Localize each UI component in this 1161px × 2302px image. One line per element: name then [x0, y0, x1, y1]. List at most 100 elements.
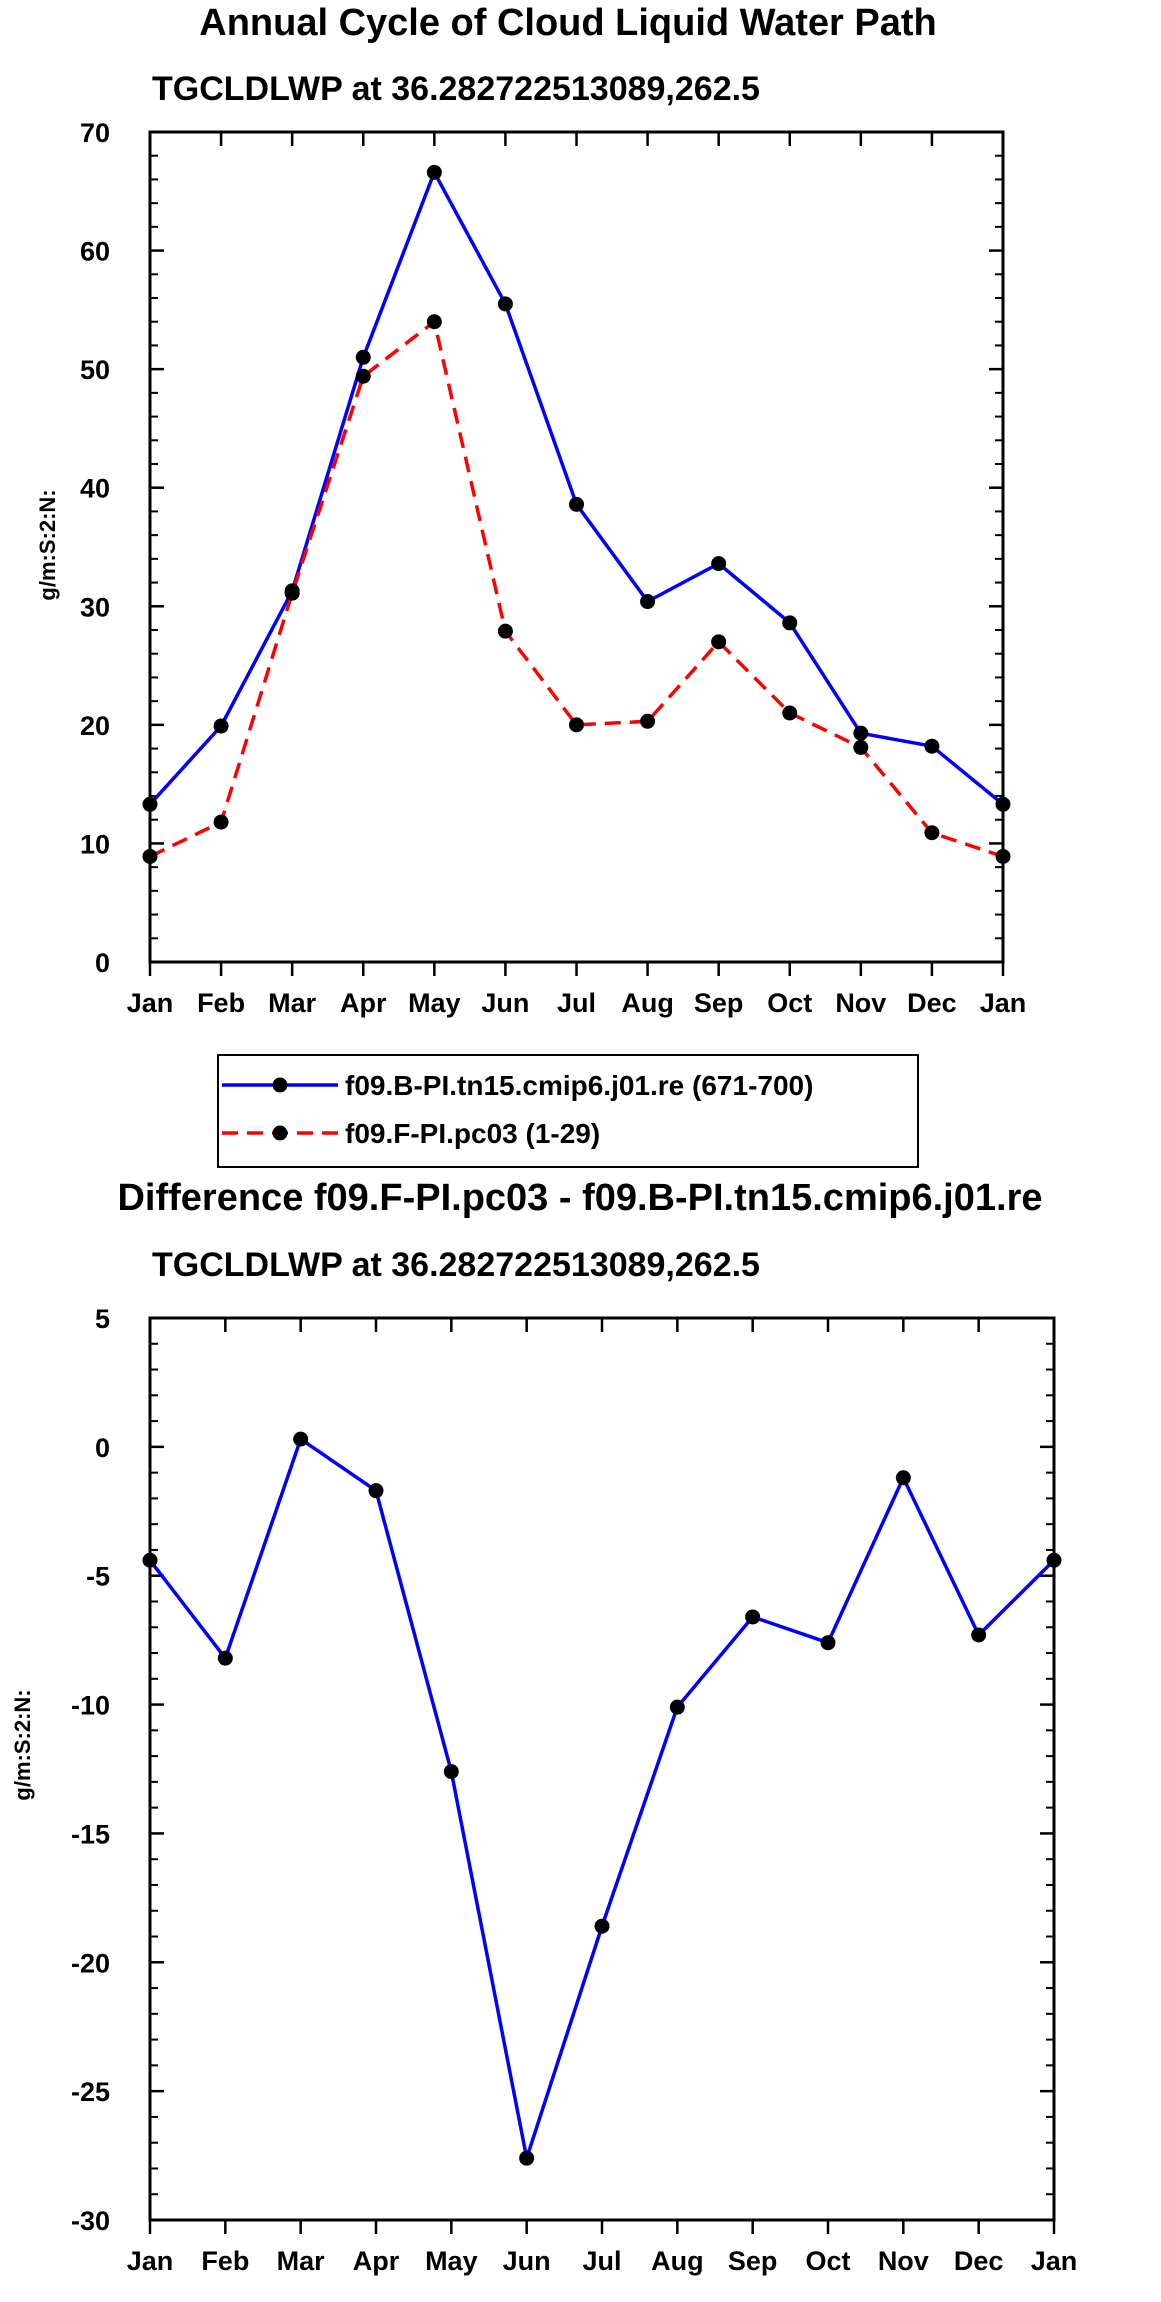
x-tick-label-jun: Jun [481, 988, 529, 1018]
y-tick-label: 40 [80, 474, 110, 504]
data-point-f09-b-pi-tn15-cmip6-j01-re-671-700-8 [711, 556, 727, 572]
y-tick-label: 70 [80, 118, 110, 148]
plot-series [142, 164, 1011, 864]
legend-swatch-marker-2 [272, 1125, 288, 1141]
data-point-f09-f-pi-pc03-1-29-7 [640, 713, 656, 729]
data-point-f09-f-pi-pc03-1-29-1 [213, 814, 229, 830]
data-point-difference-10 [895, 1470, 911, 1486]
data-point-f09-f-pi-pc03-1-29-9 [782, 705, 798, 721]
x-tick-label-nov: Nov [878, 2246, 929, 2276]
x-tick-label-may: May [408, 988, 461, 1018]
x-tick-label-jan: Jan [1031, 2246, 1078, 2276]
y-axis-label: g/m:S:2:N: [35, 489, 60, 600]
plot-frame [148, 1316, 1056, 2222]
x-tick-label-dec: Dec [907, 988, 957, 1018]
x-tick-labels: Jan Feb Mar Apr May Jun Jul Aug Sep Oct Nov Dec Jan [127, 2246, 1078, 2276]
data-point-difference-1 [217, 1650, 233, 1666]
x-tick-labels: Jan Feb Mar Apr May Jun Jul Aug Sep Oct Nov Dec Jan [127, 988, 1027, 1018]
data-point-difference-2 [293, 1431, 309, 1447]
data-point-difference-7 [669, 1699, 685, 1715]
x-tick-label-oct: Oct [805, 2246, 850, 2276]
series-line-difference [148, 1437, 1056, 2160]
data-point-f09-f-pi-pc03-1-29-10 [853, 739, 869, 755]
series-line-f09-b-pi-tn15-cmip6-j01-re-671-700 [148, 170, 1005, 806]
data-point-f09-b-pi-tn15-cmip6-j01-re-671-700-1 [213, 718, 229, 734]
y-tick-label: -15 [71, 1819, 110, 1849]
x-tick-label-jan: Jan [980, 988, 1027, 1018]
chart-title: Annual Cycle of Cloud Liquid Water Path [199, 2, 937, 44]
x-tick-label-mar: Mar [277, 2246, 326, 2276]
y-tick-label: 50 [80, 355, 110, 385]
data-point-difference-4 [443, 1764, 459, 1780]
data-point-f09-b-pi-tn15-cmip6-j01-re-671-700-7 [640, 594, 656, 610]
axis-ticks [148, 1316, 1056, 2234]
y-tick-label: -10 [71, 1691, 110, 1721]
data-point-f09-b-pi-tn15-cmip6-j01-re-671-700-6 [569, 496, 584, 512]
legend-box [217, 1054, 919, 1168]
data-point-f09-b-pi-tn15-cmip6-j01-re-671-700-5 [497, 296, 513, 312]
data-point-f09-f-pi-pc03-1-29-2 [284, 585, 300, 601]
chart-panel-annual-cycle: Annual Cycle of Cloud Liquid Water Path … [35, 2, 1027, 1168]
y-tick-label: 10 [80, 829, 110, 859]
x-tick-label-jul: Jul [557, 988, 596, 1018]
x-tick-label-sep: Sep [694, 988, 744, 1018]
chart-panel-difference: Difference f09.F-PI.pc03 - f09.B-PI.tn15… [10, 1177, 1077, 2276]
x-tick-label-apr: Apr [340, 988, 387, 1018]
y-tick-labels: -30 -25 -20 -15 -10 -5 0 5 [71, 1304, 110, 2236]
x-tick-label-oct: Oct [767, 988, 812, 1018]
data-point-difference-3 [368, 1483, 384, 1499]
data-point-f09-b-pi-tn15-cmip6-j01-re-671-700-10 [853, 725, 869, 741]
x-tick-label-jan: Jan [127, 2246, 174, 2276]
x-tick-label-aug: Aug [621, 988, 673, 1018]
data-point-f09-f-pi-pc03-1-29-4 [426, 314, 442, 330]
data-point-f09-f-pi-pc03-1-29-3 [355, 368, 371, 384]
x-tick-label-mar: Mar [268, 988, 317, 1018]
y-tick-label: -30 [71, 2206, 110, 2236]
y-tick-label: -20 [71, 1948, 110, 1978]
data-point-f09-f-pi-pc03-1-29-8 [711, 634, 727, 650]
data-point-difference-9 [820, 1635, 836, 1651]
x-tick-label-aug: Aug [651, 2246, 703, 2276]
plot-series [142, 1431, 1062, 2166]
chart-subtitle: TGCLDLWP at 36.282722513089,262.5 [152, 70, 760, 108]
y-tick-label: 0 [95, 1433, 110, 1463]
y-tick-label: -5 [86, 1562, 110, 1592]
data-point-f09-b-pi-tn15-cmip6-j01-re-671-700-4 [426, 164, 442, 180]
y-tick-labels: 0 10 20 30 40 50 60 70 [80, 118, 110, 978]
x-tick-label-feb: Feb [197, 988, 245, 1018]
x-tick-label-feb: Feb [201, 2246, 249, 2276]
x-tick-label-may: May [425, 2246, 478, 2276]
data-point-difference-6 [594, 1918, 610, 1934]
x-tick-label-apr: Apr [353, 2246, 400, 2276]
legend-label-1: f09.B-PI.tn15.cmip6.j01.re (671-700) [345, 1070, 813, 1101]
y-tick-label: 20 [80, 711, 110, 741]
chart-title: Difference f09.F-PI.pc03 - f09.B-PI.tn15… [117, 1177, 1042, 1219]
y-tick-label: -25 [71, 2077, 110, 2107]
y-tick-label: 0 [95, 948, 110, 978]
legend: f09.B-PI.tn15.cmip6.j01.re (671-700) f09… [217, 1054, 919, 1168]
data-point-difference-5 [519, 2150, 535, 2166]
y-tick-label: 60 [80, 237, 110, 267]
chart-subtitle: TGCLDLWP at 36.282722513089,262.5 [152, 1246, 760, 1284]
x-tick-label-jun: Jun [503, 2246, 551, 2276]
x-tick-label-dec: Dec [954, 2246, 1004, 2276]
data-point-difference-11 [971, 1627, 987, 1643]
x-tick-label-jul: Jul [582, 2246, 621, 2276]
data-point-f09-b-pi-tn15-cmip6-j01-re-671-700-3 [355, 349, 371, 365]
x-tick-label-nov: Nov [835, 988, 886, 1018]
data-point-difference-8 [745, 1609, 761, 1625]
data-point-f09-f-pi-pc03-1-29-11 [924, 825, 940, 841]
y-tick-label: 30 [80, 592, 110, 622]
y-axis-label: g/m:S:2:N: [10, 1689, 35, 1800]
y-tick-label: 5 [95, 1304, 110, 1334]
data-point-f09-f-pi-pc03-1-29-5 [497, 623, 513, 639]
data-point-f09-b-pi-tn15-cmip6-j01-re-671-700-11 [924, 738, 940, 754]
x-tick-label-sep: Sep [728, 2246, 778, 2276]
plot-frame [148, 130, 1005, 964]
data-point-f09-b-pi-tn15-cmip6-j01-re-671-700-9 [782, 615, 798, 631]
axis-ticks [148, 130, 1005, 976]
legend-label-2: f09.F-PI.pc03 (1-29) [345, 1118, 600, 1149]
series-line-f09-f-pi-pc03-1-29 [149, 319, 1004, 859]
data-point-f09-f-pi-pc03-1-29-6 [569, 717, 584, 733]
